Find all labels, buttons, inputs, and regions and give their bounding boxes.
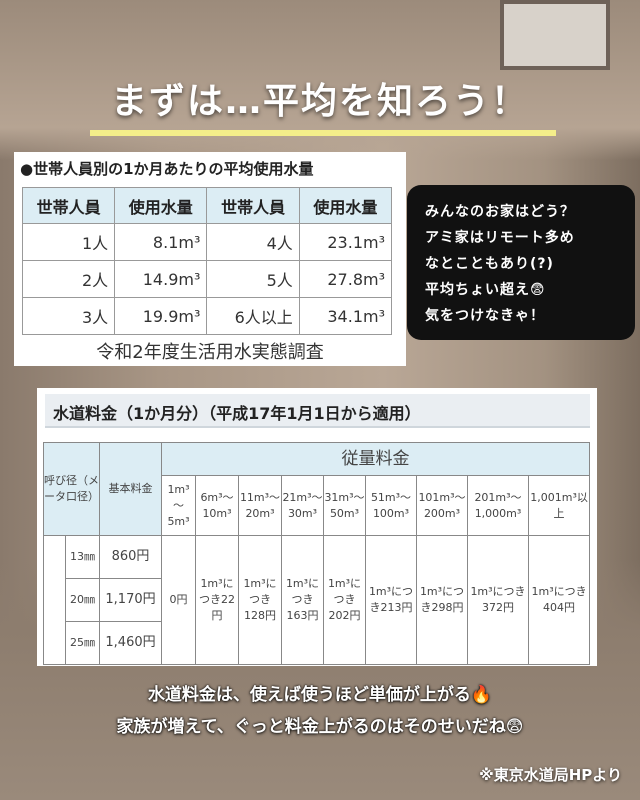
diameter-header: 呼び径（メータ口径） — [43, 442, 100, 536]
fee-table: 呼び径（メータ口径） 基本料金 従量料金 1m³～5m³ 6m³～10m³ 11… — [43, 442, 591, 665]
price-cell: 1m³につき404円 — [527, 535, 591, 665]
column-header: 世帯人員 — [206, 187, 300, 224]
price-cell: 1m³につき298円 — [416, 535, 468, 665]
base-fee-cell: 1,170円 — [99, 578, 162, 622]
size-cell: 25㎜ — [65, 621, 100, 665]
table-row: 20㎜ 1,170円 — [44, 578, 590, 622]
table-row: 2人 14.9m³ 5人 27.8m³ — [21, 260, 393, 298]
bubble-line: なとこともあり(?) — [425, 256, 554, 272]
base-fee-cell: 1,460円 — [99, 621, 162, 665]
table-row: 3人 19.9m³ 6人以上 34.1m³ — [21, 297, 393, 335]
range-header: 21m³～30m³ — [281, 475, 324, 536]
usage-fee-header: 従量料金 — [160, 442, 591, 476]
column-header: 世帯人員 — [21, 187, 116, 224]
usage-table-caption: ●世帯人員別の1か月あたりの平均使用水量 — [20, 160, 314, 178]
fee-table-title: 水道料金（1か月分）（平成17年1月1日から適用） — [45, 394, 590, 428]
price-cell: 1m³につき202円 — [323, 535, 366, 665]
background-window — [500, 0, 610, 70]
table-cell: 34.1m³ — [298, 297, 393, 335]
table-row: 25㎜ 1,460円 — [44, 621, 590, 665]
usage-table-source: 令和2年度生活用水実態調査 — [96, 342, 324, 363]
base-fee-cell: 860円 — [99, 535, 162, 579]
table-cell: 6人以上 — [206, 297, 300, 335]
table-cell: 14.9m³ — [114, 260, 208, 298]
source-note: ※東京水道局HPより — [479, 766, 622, 784]
size-cell: 20㎜ — [65, 578, 100, 622]
size-cell: 13㎜ — [65, 535, 100, 579]
price-cell: 1m³につき22円 — [195, 535, 239, 665]
table-cell: 2人 — [21, 260, 116, 298]
range-header: 51m³～100m³ — [365, 475, 417, 536]
blank-cell — [43, 535, 66, 665]
table-row: 13㎜ 860円 0円 1m³につき22円 1m³につき128円 1m³につき1… — [43, 535, 591, 665]
range-header: 201m³～1,000m³ — [467, 475, 529, 536]
range-header: 1,001m³以上 — [527, 475, 591, 536]
column-header: 使用水量 — [298, 187, 393, 224]
page-title: まずは…平均を知ろう！ — [110, 81, 529, 122]
price-cell: 1m³につき163円 — [281, 535, 324, 665]
table-cell: 1人 — [21, 223, 116, 261]
range-header: 11m³～20m³ — [238, 475, 282, 536]
table-cell: 4人 — [206, 223, 300, 261]
fee-table-card: 水道料金（1か月分）（平成17年1月1日から適用） 呼び径（メータ口径） 基本料… — [37, 388, 597, 666]
table-cell: 5人 — [206, 260, 300, 298]
usage-table: 世帯人員 使用水量 世帯人員 使用水量 1人 8.1m³ 4人 23.1m³ 2人 14… — [21, 187, 393, 335]
bubble-line: アミ家はリモート多め — [425, 230, 575, 246]
bubble-line: 平均ちょい超え😨 — [425, 282, 546, 298]
range-header: 6m³～10m³ — [195, 475, 239, 536]
base-fee-header: 基本料金 — [99, 442, 162, 536]
comment-bubble: みんなのお家はどう？ アミ家はリモート多め なとこともあり(?) 平均ちょい超え… — [407, 185, 635, 340]
table-cell: 8.1m³ — [114, 223, 208, 261]
table-row: 1人 8.1m³ 4人 23.1m³ — [21, 223, 393, 261]
table-cell: 23.1m³ — [298, 223, 393, 261]
table-cell: 3人 — [21, 297, 116, 335]
price-cell: 1m³につき372円 — [467, 535, 529, 665]
price-cell: 1m³につき128円 — [238, 535, 282, 665]
title-underline — [90, 130, 556, 136]
caption-line-2: 家族が増えて、ぐっと料金上がるのはそのせいだね😨 — [116, 717, 524, 737]
bubble-line: 気をつけなきゃ！ — [425, 308, 545, 324]
column-header: 使用水量 — [114, 187, 208, 224]
price-cell: 1m³につき213円 — [365, 535, 417, 665]
range-header: 101m³～200m³ — [416, 475, 468, 536]
range-header: 1m³～5m³ — [161, 475, 196, 536]
range-header: 31m³～50m³ — [323, 475, 366, 536]
table-cell: 19.9m³ — [114, 297, 208, 335]
usage-table-card: ●世帯人員別の1か月あたりの平均使用水量 世帯人員 使用水量 世帯人員 使用水量… — [14, 152, 406, 366]
table-cell: 27.8m³ — [298, 260, 393, 298]
bubble-line: みんなのお家はどう？ — [425, 204, 575, 220]
price-cell: 0円 — [161, 535, 196, 665]
caption-line-1: 水道料金は、使えば使うほど単価が上がる🔥 — [147, 685, 493, 705]
